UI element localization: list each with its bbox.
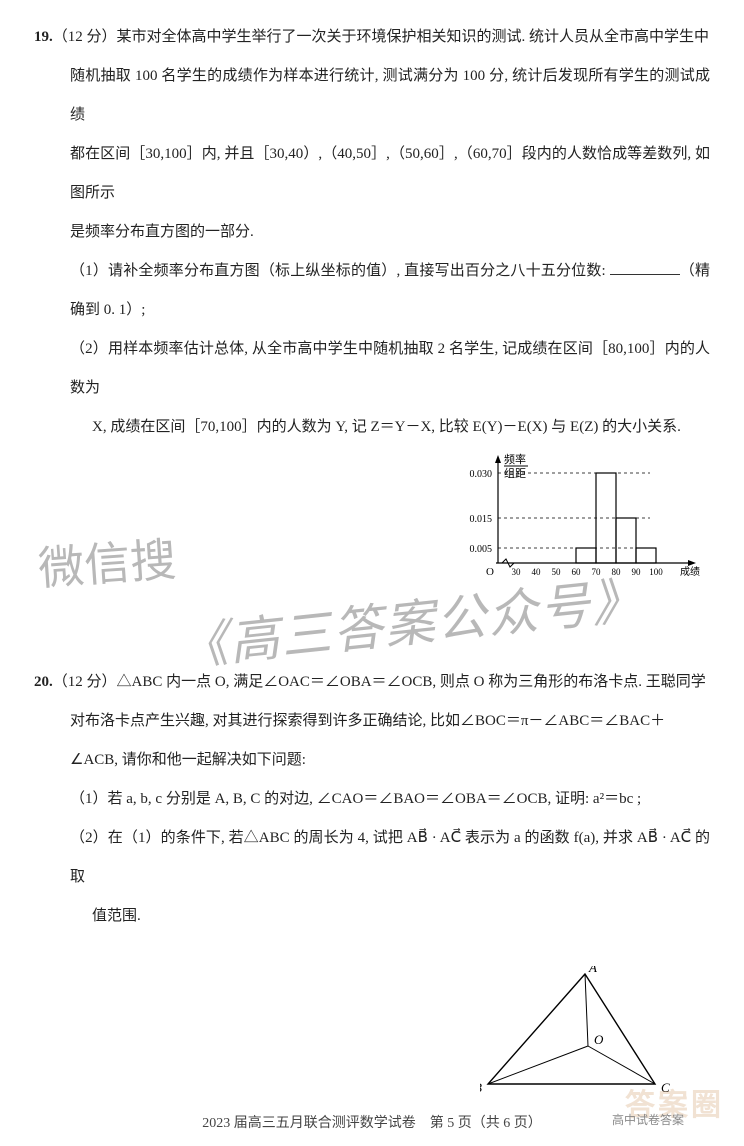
- triangle-svg: A B C O: [480, 966, 670, 1101]
- svg-text:O: O: [594, 1032, 604, 1047]
- q20-s2b: 值范围.: [34, 897, 710, 936]
- answer-blank[interactable]: [610, 260, 680, 275]
- svg-text:70: 70: [592, 567, 602, 577]
- q19-para: 19.（12 分）某市对全体高中学生举行了一次关于环境保护相关知识的测试. 统计…: [34, 18, 710, 57]
- svg-text:40: 40: [532, 567, 542, 577]
- histogram-chart: 频率组距O0.0300.0150.00530405060708090100成绩(…: [34, 453, 710, 603]
- q19-s1a: （1）请补全频率分布直方图（标上纵坐标的值）, 直接写出百分之八十五分位数:: [70, 263, 610, 279]
- q19-l4: 是频率分布直方图的一部分.: [34, 213, 710, 252]
- q19-l3: 都在区间［30,100］内, 并且［30,40）,（40,50］,（50,60］…: [34, 135, 710, 213]
- svg-text:30: 30: [512, 567, 522, 577]
- svg-text:100: 100: [649, 567, 663, 577]
- page-footer: 2023 届高三五月联合测评数学试卷 第 5 页（共 6 页）: [0, 1112, 744, 1132]
- q19-s2a: （2）用样本频率估计总体, 从全市高中学生中随机抽取 2 名学生, 记成绩在区间…: [34, 330, 710, 408]
- svg-text:O: O: [486, 566, 494, 578]
- triangle-figure: A B C O: [34, 966, 710, 1101]
- q20-score: （12 分）: [53, 674, 117, 690]
- q20-l2: 对布洛卡点产生兴趣, 对其进行探索得到许多正确结论, 比如∠BOC＝π－∠ABC…: [34, 702, 710, 741]
- q20-s2a: （2）在（1）的条件下, 若△ABC 的周长为 4, 试把 AB⃗ · AC⃗ …: [34, 819, 710, 897]
- q19-l2: 随机抽取 100 名学生的成绩作为样本进行统计, 测试满分为 100 分, 统计…: [34, 57, 710, 135]
- q19-s2b: X, 成绩在区间［70,100］内的人数为 Y, 记 Z＝Y－X, 比较 E(Y…: [34, 408, 710, 447]
- svg-text:频率: 频率: [504, 453, 526, 466]
- problem-20: 20.（12 分）△ABC 内一点 O, 满足∠OAC＝∠OBA＝∠OCB, 则…: [34, 663, 710, 1101]
- q19-l1: 某市对全体高中学生举行了一次关于环境保护相关知识的测试. 统计人员从全市高中学生…: [117, 29, 710, 45]
- svg-text:0.005: 0.005: [470, 544, 493, 555]
- q19-score: （12 分）: [53, 29, 117, 45]
- svg-text:成绩(分): 成绩(分): [680, 565, 700, 578]
- svg-text:0.030: 0.030: [470, 469, 493, 480]
- svg-text:B: B: [480, 1080, 482, 1095]
- svg-text:A: A: [588, 966, 597, 975]
- q20-s1: （1）若 a, b, c 分别是 A, B, C 的对边, ∠CAO＝∠BAO＝…: [34, 780, 710, 819]
- problem-19: 19.（12 分）某市对全体高中学生举行了一次关于环境保护相关知识的测试. 统计…: [34, 18, 710, 603]
- histogram-svg: 频率组距O0.0300.0150.00530405060708090100成绩(…: [450, 453, 700, 603]
- q20-l3: ∠ACB, 请你和他一起解决如下问题:: [34, 741, 710, 780]
- svg-text:C: C: [661, 1080, 670, 1095]
- svg-text:60: 60: [572, 567, 582, 577]
- svg-text:50: 50: [552, 567, 562, 577]
- svg-text:90: 90: [632, 567, 642, 577]
- svg-text:0.015: 0.015: [470, 514, 493, 525]
- q20-number: 20.: [34, 674, 53, 690]
- q20-l1: △ABC 内一点 O, 满足∠OAC＝∠OBA＝∠OCB, 则点 O 称为三角形…: [117, 674, 706, 690]
- q19-sub1: （1）请补全频率分布直方图（标上纵坐标的值）, 直接写出百分之八十五分位数: （…: [34, 252, 710, 330]
- q20-para: 20.（12 分）△ABC 内一点 O, 满足∠OAC＝∠OBA＝∠OCB, 则…: [34, 663, 710, 702]
- svg-text:80: 80: [612, 567, 622, 577]
- q19-number: 19.: [34, 29, 53, 45]
